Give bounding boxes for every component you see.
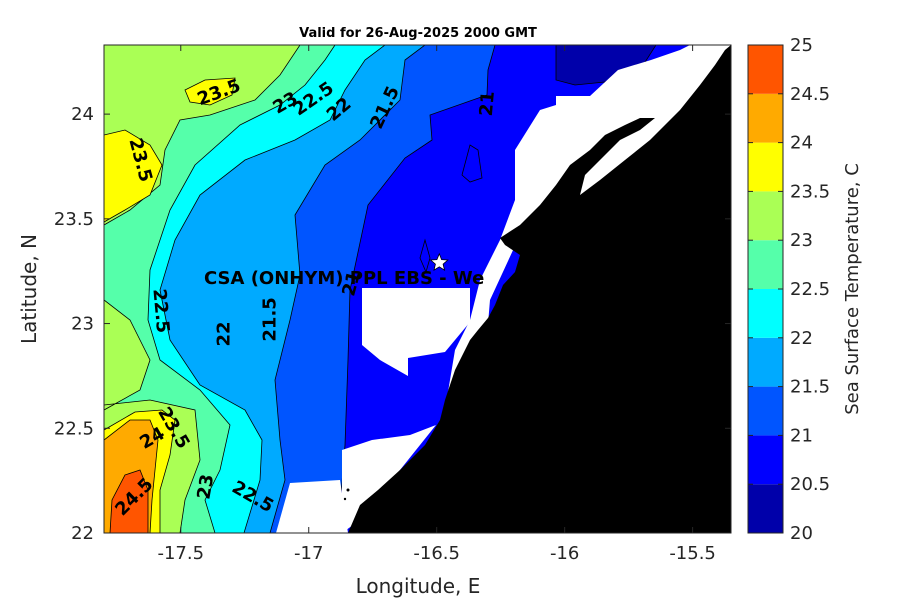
y-axis-label: Latitude, N [17,234,41,344]
colorbar-swatch [748,240,783,289]
band-20-20.5 [555,45,657,86]
islet [346,488,350,492]
x-tick-label: -16 [550,543,579,564]
band-20.5-inlet [419,144,483,274]
band-23.5-24 [104,77,236,533]
colorbar-tick-label: 24 [790,133,813,154]
contour-label: 22.5 [148,288,173,334]
colorbar-tick-label: 20 [790,523,813,544]
colorbar-tick-label: 21.5 [790,377,830,398]
colorbar-swatch [748,93,783,143]
colorbar-tick-label: 24.5 [790,84,830,105]
colorbar-swatch [748,386,783,436]
y-tick-label: 23 [71,314,94,335]
y-tick-label: 23.5 [54,209,94,230]
colorbar: 20 20.5 21 21.5 22 22.5 23 23.5 24 24.5 25 [747,35,830,544]
x-tick-label: -17.5 [157,543,204,564]
colorbar-label: Sea Surface Temperature, C [842,163,863,415]
site-star-icon [429,252,449,271]
colorbar-tick-label: 21 [790,425,813,446]
colorbar-tick-label: 23.5 [790,181,830,202]
land-mass [348,45,731,533]
colorbar-swatch [748,191,783,241]
colorbar-swatch [748,337,783,387]
colorbar-tick-label: 20.5 [790,474,830,495]
x-tick-label: -15.5 [669,543,716,564]
colorbar-tick-label: 22 [790,328,813,349]
colorbar-swatch [748,435,783,485]
x-axis-ticks: -17.5 -17 -16.5 -16 -15.5 [157,45,716,564]
y-axis-ticks: 22 22.5 23 23.5 24 [54,104,731,544]
islet [343,497,347,501]
x-axis-label: Longitude, E [356,574,481,598]
contour-label: 21 [476,90,499,117]
colorbar-tick-label: 23 [790,230,813,251]
y-tick-label: 24 [71,104,94,125]
x-tick-label: -17 [294,543,323,564]
contour-label: 23 [193,473,218,501]
site-label: CSA (ONHYM) PPL EBS - We [204,268,484,289]
colorbar-swatch [748,289,783,338]
colorbar-swatch [748,45,783,94]
colorbar-swatch [748,484,783,533]
figure-title: Valid for 26-Aug-2025 2000 GMT [299,26,537,41]
y-tick-label: 22.5 [54,418,94,439]
colorbar-tick-label: 25 [790,35,813,56]
band-24.5-25 [109,469,149,533]
x-tick-label: -16.5 [413,543,460,564]
contour-label: 22 [213,321,234,346]
axes-frame [103,44,732,534]
colorbar-tick-label: 22.5 [790,279,830,300]
contour-label: 21.5 [259,297,280,341]
y-tick-label: 22 [71,523,94,544]
colorbar-swatch [748,142,783,192]
